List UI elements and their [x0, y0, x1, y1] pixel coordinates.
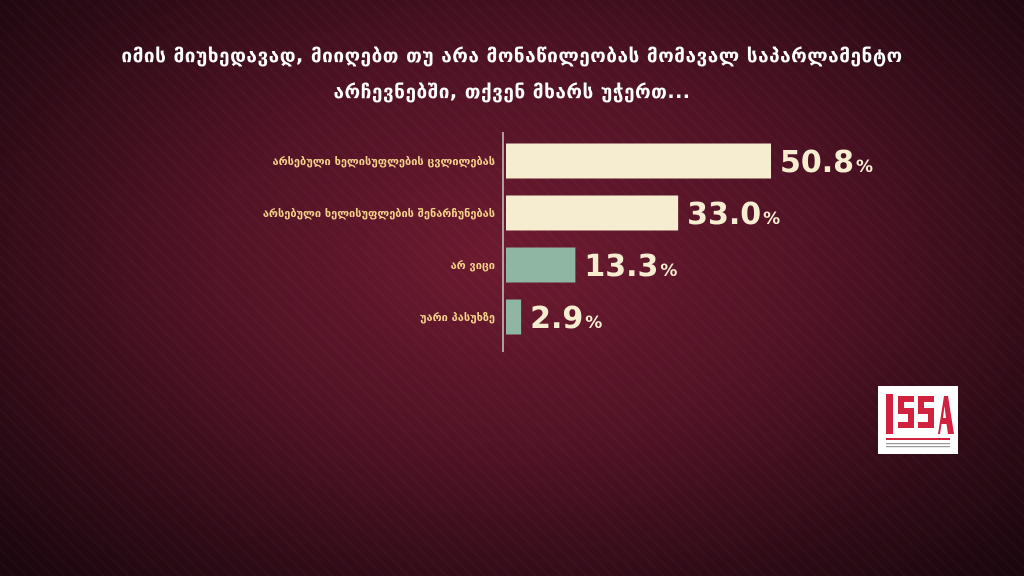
value-unit-2: %: [763, 209, 780, 229]
value-unit-3: %: [660, 261, 677, 281]
chart-title-line-2: არჩევნებში, თქვენ მხარს უჭერთ...: [333, 81, 691, 103]
category-label-2: არსებული ხელისუფლების შენარჩუნებას: [263, 207, 495, 220]
bar-3: [506, 247, 576, 283]
chart-title-line-1: იმის მიუხედავად, მიიღებთ თუ არა მონაწილე…: [121, 45, 903, 67]
category-label-3: არ ვიცი: [451, 259, 495, 272]
chart-title: იმის მიუხედავად, მიიღებთ თუ არა მონაწილე…: [60, 38, 964, 110]
issa-logo: [878, 386, 958, 454]
category-label-1: არსებული ხელისუფლების ცვლილებას: [273, 155, 495, 168]
value-label-2: 33.0%: [687, 197, 780, 232]
category-label-4: უარი პასუხზე: [420, 311, 495, 324]
bar-4: [506, 299, 522, 335]
value-unit-4: %: [585, 313, 602, 333]
value-label-3: 13.3%: [584, 249, 677, 284]
value-label-4: 2.9%: [530, 301, 602, 336]
value-unit-1: %: [856, 157, 873, 177]
value-label-1: 50.8%: [780, 145, 873, 180]
issa-logo-mark: [886, 394, 954, 448]
bar-1: [506, 143, 771, 179]
bar-2: [506, 195, 679, 231]
